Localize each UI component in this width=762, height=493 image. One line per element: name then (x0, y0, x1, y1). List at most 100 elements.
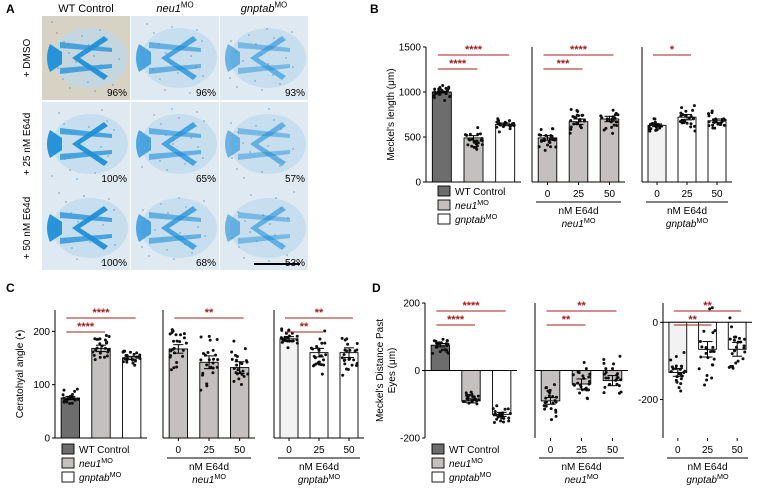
data-point (216, 358, 220, 362)
head-outline-shape (52, 114, 128, 174)
data-point (201, 373, 205, 377)
data-point (350, 363, 354, 367)
pigment-speck (51, 21, 53, 23)
pigment-speck (140, 49, 142, 51)
data-point (502, 420, 506, 424)
significance-label: ** (562, 314, 571, 326)
pigment-speck (202, 75, 204, 77)
data-point (205, 363, 209, 367)
data-point (711, 345, 715, 349)
significance-label: **** (462, 300, 480, 312)
data-point (615, 376, 619, 380)
head-outline-shape (230, 28, 306, 88)
data-point (618, 354, 622, 358)
data-point (710, 349, 714, 353)
data-point (582, 118, 586, 122)
pigment-speck (237, 131, 239, 133)
data-point (280, 328, 284, 332)
legend-swatch (431, 471, 445, 483)
data-point (653, 120, 657, 124)
data-point (437, 87, 441, 91)
pigment-speck (280, 128, 282, 130)
data-point (431, 351, 435, 355)
data-point (611, 108, 615, 112)
data-point (732, 338, 736, 342)
pigment-speck (167, 212, 169, 214)
pigment-speck (89, 241, 91, 243)
data-point (466, 143, 470, 147)
data-point (710, 363, 714, 367)
x-tick-label: 25 (573, 189, 585, 200)
pigment-speck (273, 119, 275, 121)
data-point (543, 407, 547, 411)
pigment-speck (95, 215, 97, 217)
data-point (472, 140, 476, 144)
data-point (475, 399, 479, 403)
data-point (619, 390, 623, 394)
data-point (214, 353, 218, 357)
palatoquadrate-shape (149, 64, 201, 74)
data-point (549, 418, 553, 422)
data-point (324, 353, 328, 357)
pigment-speck (275, 197, 277, 199)
y-axis-label: Meckel's Distance Past (375, 319, 386, 422)
pigment-speck (249, 231, 251, 233)
data-point (684, 114, 688, 118)
data-point (554, 414, 558, 418)
ceratohyal-shape (161, 122, 197, 166)
data-point (230, 357, 234, 361)
group-label: gnptabMO (666, 216, 709, 230)
pigment-speck (197, 146, 199, 148)
y-tick-label: 0 (44, 434, 50, 445)
data-point (212, 357, 216, 361)
data-point (613, 113, 617, 117)
panel-a-percent: 93% (285, 88, 305, 99)
data-point (232, 339, 236, 343)
data-point (345, 349, 349, 353)
y-tick-label: -200 (400, 434, 420, 445)
data-point (98, 342, 102, 346)
data-point (470, 144, 474, 148)
data-point (93, 337, 97, 341)
data-point (549, 407, 553, 411)
data-point (103, 346, 107, 350)
pigment-speck (51, 175, 53, 177)
group-label: neu1MO (192, 472, 226, 486)
significance-label: ** (688, 314, 697, 326)
data-point (569, 127, 573, 131)
data-point (544, 385, 548, 389)
pigment-speck (146, 23, 148, 25)
data-point (707, 114, 711, 118)
significance-label: ** (315, 307, 324, 319)
data-point (181, 354, 185, 358)
significance-label: ** (205, 307, 214, 319)
data-point (169, 368, 173, 372)
pigment-speck (102, 224, 104, 226)
data-point (323, 329, 327, 333)
pigment-speck (197, 226, 199, 228)
data-point (241, 369, 245, 373)
data-point (476, 132, 480, 136)
bar (599, 118, 620, 183)
data-point (104, 333, 108, 337)
data-point (93, 358, 97, 362)
ceratohyal-shape (250, 206, 286, 250)
pigment-speck (285, 57, 287, 59)
data-point (345, 337, 349, 341)
data-point (679, 382, 683, 386)
pigment-speck (94, 90, 96, 92)
data-point (539, 128, 543, 132)
data-point (178, 340, 182, 344)
pigment-speck (255, 125, 257, 127)
data-point (617, 384, 621, 388)
bar (647, 124, 667, 183)
ceratohyal-shape (72, 122, 108, 166)
data-point (320, 341, 324, 345)
pigment-speck (81, 35, 83, 37)
data-point (507, 119, 511, 123)
head-outline-shape (230, 198, 306, 258)
palatoquadrate-shape (238, 212, 290, 222)
pigment-speck (148, 255, 150, 257)
